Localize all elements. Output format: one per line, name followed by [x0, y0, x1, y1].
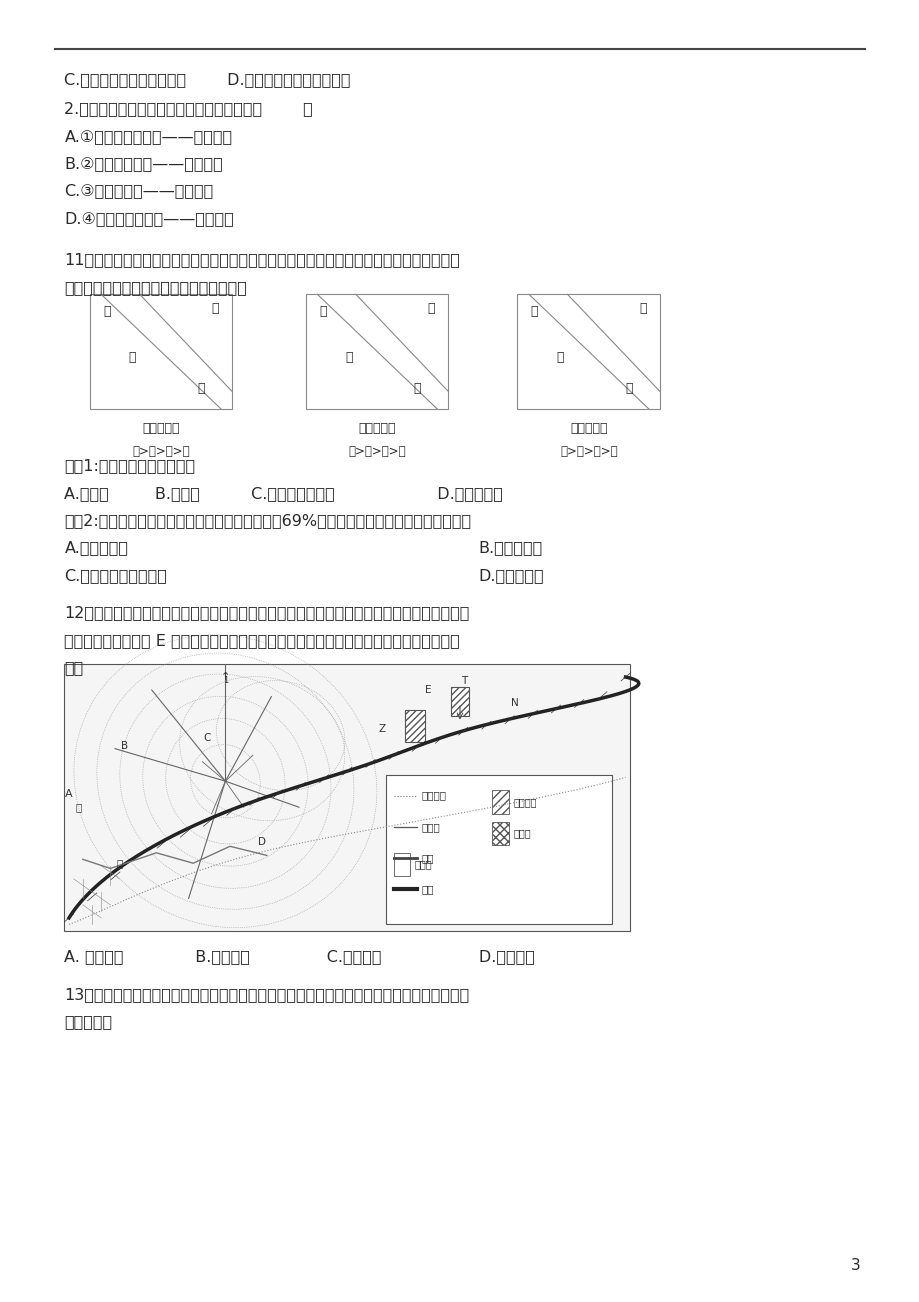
Text: B.较高的科技: B.较高的科技: [478, 540, 542, 556]
Text: 乙: 乙: [556, 350, 563, 363]
Bar: [393, 853, 410, 876]
Text: N: N: [511, 698, 518, 708]
Text: 印刷厂: 印刷厂: [414, 859, 432, 870]
Text: 甲: 甲: [117, 858, 122, 868]
Text: ↑: ↑: [221, 672, 230, 682]
Text: B.②处建大型仓库——地价较低: B.②处建大型仓库——地价较低: [64, 156, 223, 172]
Text: 成下列问题。若图中 E 处规划修建一条东西向高速铁路的停靠站，则城市最可能向什么方向: 成下列问题。若图中 E 处规划修建一条东西向高速铁路的停靠站，则城市最可能向什么…: [64, 633, 460, 648]
Text: D: D: [258, 837, 266, 848]
Bar: [516, 294, 660, 409]
Text: 丙: 丙: [103, 305, 110, 318]
Text: 13、下图为平原地区某城市的等地价线分布概况（等地价线数值从内到外依次递减）读图回答: 13、下图为平原地区某城市的等地价线分布概况（等地价线数值从内到外依次递减）读图…: [64, 987, 469, 1003]
Bar: [64, 664, 630, 931]
Text: C: C: [203, 733, 210, 743]
Text: A.①处建中心商务区——交通便利: A.①处建中心商务区——交通便利: [64, 129, 233, 145]
Text: 白米水厂: 白米水厂: [513, 797, 537, 807]
Text: 甲>丁>丙>乙: 甲>丁>丙>乙: [348, 445, 405, 458]
Text: E: E: [424, 685, 431, 695]
Bar: [404, 710, 425, 742]
Bar: [305, 294, 448, 409]
Text: 人口密度：: 人口密度：: [142, 422, 179, 435]
Bar: [386, 775, 611, 924]
Text: 人均收入：: 人均收入：: [570, 422, 607, 435]
Text: 12、下图为我国某地理研究性学习小组绘制的所在城市等地租线分布图，和预设的规划图，完: 12、下图为我国某地理研究性学习小组绘制的所在城市等地租线分布图，和预设的规划图…: [64, 605, 470, 621]
Text: 3: 3: [850, 1258, 859, 1273]
Text: 甲: 甲: [413, 381, 420, 395]
Text: D.优美的环境: D.优美的环境: [478, 568, 543, 583]
Text: 下列各题。: 下列各题。: [64, 1014, 112, 1030]
Text: 乙: 乙: [129, 350, 136, 363]
Text: 甲: 甲: [624, 381, 631, 395]
Text: C.③处建绿化带——减少污染: C.③处建绿化带——减少污染: [64, 184, 213, 199]
Text: 等地租线: 等地租线: [421, 790, 446, 801]
Text: 等高线: 等高线: [421, 822, 439, 832]
Text: 乙: 乙: [345, 350, 352, 363]
Text: 丙: 丙: [319, 305, 326, 318]
Text: 发展: 发展: [64, 660, 84, 676]
Text: 丁: 丁: [639, 302, 646, 315]
Bar: [492, 790, 508, 814]
Text: 企业规模：: 企业规模：: [358, 422, 395, 435]
Text: 小题2:调查发现，图中乙区第三产业所占比重超过69%，影响其发展的主要优势区位条件是: 小题2:调查发现，图中乙区第三产业所占比重超过69%，影响其发展的主要优势区位条…: [64, 513, 471, 529]
Text: 丙: 丙: [75, 802, 81, 812]
Text: A. 城东方向              B.城西方向               C.城南方向                   D.城北方向: A. 城东方向 B.城西方向 C.城南方向 D.城北方向: [64, 949, 535, 965]
Text: A: A: [65, 789, 73, 799]
Text: 丁: 丁: [427, 302, 435, 315]
Text: 甲>丁>丙>乙: 甲>丁>丙>乙: [560, 445, 617, 458]
Bar: [492, 822, 508, 845]
Text: C.改革开放的优惠政策: C.改革开放的优惠政策: [64, 568, 167, 583]
Text: D.④处建食品加工厂——靠近水源: D.④处建食品加工厂——靠近水源: [64, 211, 234, 227]
Text: 11、下图为甲、乙、丙、丁为某省区四个不同区域示意图，其人口密度、某种工业企业规模: 11、下图为甲、乙、丙、丁为某省区四个不同区域示意图，其人口密度、某种工业企业规…: [64, 253, 460, 268]
Text: 钢铁厂: 钢铁厂: [513, 828, 530, 838]
Text: C.住宅区、工业区、旅游区        D.住宅区、绿化区、工业区: C.住宅区、工业区、旅游区 D.住宅区、绿化区、工业区: [64, 72, 350, 87]
Text: A.制糖厂         B.钢铁厂          C.可口可乐生产厂                    D.电子装配厂: A.制糖厂 B.钢铁厂 C.可口可乐生产厂 D.电子装配厂: [64, 486, 503, 501]
Bar: [89, 294, 232, 409]
Text: 丙: 丙: [530, 305, 538, 318]
Text: 及人均收入分别如下，据此回答下列问题。: 及人均收入分别如下，据此回答下列问题。: [64, 280, 247, 296]
Text: 1: 1: [222, 677, 228, 685]
Text: B: B: [120, 741, 128, 751]
Text: 2.关于该城市的规划及原因，叙述正确的是（        ）: 2.关于该城市的规划及原因，叙述正确的是（ ）: [64, 102, 312, 117]
Text: 小题1:图中某企业最有可能是: 小题1:图中某企业最有可能是: [64, 458, 196, 474]
Text: 河流: 河流: [421, 853, 434, 863]
Text: T: T: [461, 676, 467, 686]
Text: Z: Z: [378, 724, 385, 734]
Text: 铁路: 铁路: [421, 884, 434, 894]
Text: 甲>丁>丙>乙: 甲>丁>丙>乙: [132, 445, 189, 458]
Text: 甲: 甲: [197, 381, 204, 395]
Bar: [450, 687, 469, 716]
Text: 丁: 丁: [211, 302, 219, 315]
Text: A.便利的交通: A.便利的交通: [64, 540, 129, 556]
